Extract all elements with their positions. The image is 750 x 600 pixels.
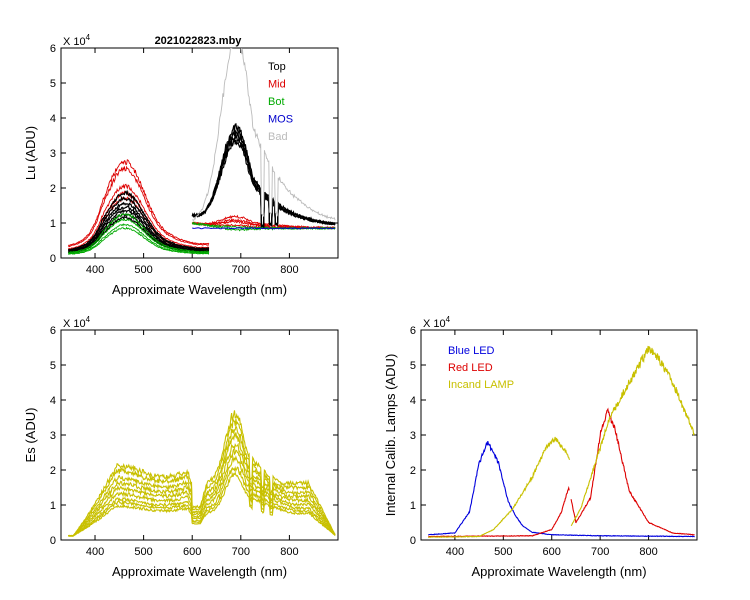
series-line-red-led [428, 485, 570, 538]
series-line-top [68, 205, 210, 252]
y-tick-label: 5 [50, 78, 56, 90]
y-scale-exponent: 4 [86, 33, 91, 42]
series-line-bot [68, 212, 210, 253]
series-line-mos [192, 227, 336, 230]
y-tick-label: 2 [410, 465, 416, 477]
series-line-es [68, 455, 336, 537]
plot-lu: 0 1 2 3 4 5 6 400 500 600 700 800 Approximate Wavele… [23, 33, 339, 297]
y-tick-label: 4 [410, 395, 416, 407]
legend-entry-bot: Bot [268, 96, 285, 108]
x-tick-label: 500 [134, 546, 152, 558]
y-tick-label: 1 [410, 500, 416, 512]
x-tick-label: 400 [446, 546, 464, 558]
y-scale-factor: X 104 [63, 33, 91, 48]
x-tick-label: 700 [232, 264, 250, 276]
series-line-top [67, 189, 210, 251]
plot-es: 0 1 2 3 4 5 6 400 500 600 700 800 Approximate Wavele… [23, 315, 339, 579]
x-tick-label: 800 [639, 546, 657, 558]
x-tick-label: 600 [543, 546, 561, 558]
y-tick-label: 2 [50, 465, 56, 477]
series-line-mid [68, 183, 210, 250]
x-tick-label: 500 [494, 546, 512, 558]
series-line-mid [67, 159, 210, 247]
legend-entry-top: Top [268, 61, 286, 73]
series-line-blue-led [428, 440, 695, 538]
x-tick-label: 800 [280, 546, 298, 558]
y-scale-exponent: 4 [86, 315, 91, 324]
legend-entry-mos: MOS [268, 114, 293, 126]
y-tick-label: 5 [50, 360, 56, 372]
series-group [427, 345, 695, 539]
y-axis-label: Internal Calib. Lamps (ADU) [383, 354, 398, 517]
x-axis-label: Approximate Wavelength (nm) [112, 564, 287, 579]
y-tick-label: 3 [410, 430, 416, 442]
y-axis-label: Es (ADU) [23, 408, 38, 463]
x-axis-label: Approximate Wavelength (nm) [112, 282, 287, 297]
series-line-incand-lamp [570, 345, 695, 527]
y-tick-label: 4 [50, 395, 56, 407]
y-tick-label: 4 [50, 113, 56, 125]
series-line-bot [68, 226, 210, 255]
series-group [67, 410, 336, 537]
y-tick-label: 1 [50, 218, 56, 230]
x-tick-label: 800 [280, 264, 298, 276]
series-line-red-led [570, 407, 695, 536]
x-tick-label: 600 [183, 264, 201, 276]
y-tick-label: 3 [50, 430, 56, 442]
y-scale-exponent: 4 [446, 315, 451, 324]
y-tick-label: 0 [50, 253, 56, 265]
series-line-top [191, 136, 336, 229]
series-line-incand-lamp [427, 436, 571, 539]
legend-entry-red-led: Red LED [448, 362, 493, 374]
series-line-mid [68, 165, 210, 248]
y-tick-label: 6 [410, 325, 416, 337]
y-tick-label: 6 [50, 43, 56, 55]
series-line-top [68, 195, 210, 251]
x-tick-label: 400 [86, 264, 104, 276]
y-scale-factor: X 104 [63, 315, 91, 330]
y-tick-label: 0 [410, 535, 416, 547]
y-tick-label: 1 [50, 500, 56, 512]
plot-lamps: 0 1 2 3 4 5 6 400 500 600 700 800 Approximate Wavele… [383, 315, 698, 579]
series-line-bad [192, 48, 336, 222]
series-line-bot [68, 217, 210, 254]
x-tick-label: 400 [86, 546, 104, 558]
series-line-top [68, 208, 210, 253]
series-line-bot [68, 223, 210, 255]
series-line-es [68, 432, 336, 537]
series-line-es [68, 418, 336, 537]
series-line-es [68, 442, 336, 537]
y-tick-label: 5 [410, 360, 416, 372]
series-line-es [68, 448, 336, 537]
series-group [67, 48, 336, 255]
legend-entry-bad: Bad [268, 131, 288, 143]
x-tick-label: 700 [232, 546, 250, 558]
x-tick-label: 600 [183, 546, 201, 558]
y-tick-label: 6 [50, 325, 56, 337]
x-axis-label: Approximate Wavelength (nm) [471, 564, 646, 579]
legend-entry-mid: Mid [268, 79, 286, 91]
y-tick-label: 0 [50, 535, 56, 547]
chart-title: 2021022823.mby [155, 35, 243, 47]
legend-entry-incand-lamp: Incand LAMP [448, 379, 514, 391]
x-tick-label: 700 [591, 546, 609, 558]
y-axis-label: Lu (ADU) [23, 126, 38, 180]
series-line-es [68, 471, 336, 537]
y-scale-factor: X 104 [423, 315, 451, 330]
legend-entry-blue-led: Blue LED [448, 345, 495, 357]
y-tick-label: 3 [50, 148, 56, 160]
x-tick-label: 500 [134, 264, 152, 276]
y-tick-label: 2 [50, 183, 56, 195]
